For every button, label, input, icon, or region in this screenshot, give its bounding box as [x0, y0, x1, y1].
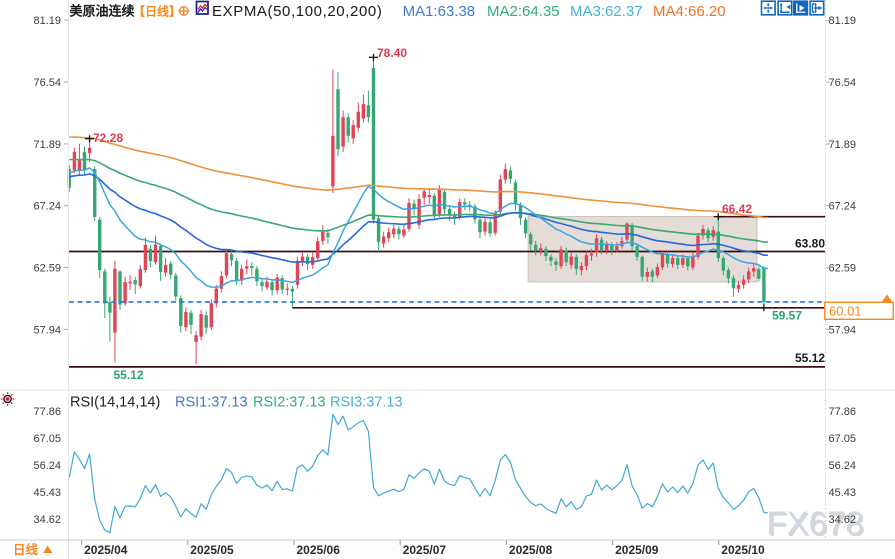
svg-text:71.89: 71.89	[33, 139, 61, 151]
svg-text:2025/04: 2025/04	[84, 543, 128, 557]
svg-text:63.80: 63.80	[795, 237, 825, 251]
svg-text:81.19: 81.19	[33, 15, 61, 27]
svg-text:34.62: 34.62	[33, 514, 61, 526]
svg-text:81.19: 81.19	[829, 15, 857, 27]
svg-text:66.42: 66.42	[722, 202, 752, 216]
svg-text:67.05: 67.05	[33, 433, 61, 445]
svg-text:MA2:64.35: MA2:64.35	[487, 3, 560, 20]
svg-text:EXPMA(50,100,20,200): EXPMA(50,100,20,200)	[212, 3, 382, 20]
svg-text:67.24: 67.24	[33, 201, 61, 213]
svg-text:71.89: 71.89	[829, 139, 857, 151]
svg-text:57.94: 57.94	[829, 324, 857, 336]
svg-text:55.12: 55.12	[114, 368, 144, 382]
svg-text:60.01: 60.01	[829, 304, 862, 319]
svg-text:2025/09: 2025/09	[615, 543, 659, 557]
svg-text:2025/08: 2025/08	[509, 543, 553, 557]
svg-text:2025/07: 2025/07	[403, 543, 447, 557]
svg-text:77.86: 77.86	[33, 406, 61, 418]
svg-text:77.86: 77.86	[829, 406, 857, 418]
svg-text:76.54: 76.54	[33, 77, 61, 89]
svg-text:78.40: 78.40	[377, 46, 407, 60]
svg-text:2025/06: 2025/06	[297, 543, 341, 557]
svg-text:MA1:63.38: MA1:63.38	[403, 3, 476, 20]
svg-text:2025/10: 2025/10	[721, 543, 765, 557]
svg-text:56.24: 56.24	[33, 460, 61, 472]
svg-text:45.43: 45.43	[33, 487, 61, 499]
svg-text:MA4:66.20: MA4:66.20	[653, 3, 726, 20]
svg-text:62.59: 62.59	[829, 263, 857, 275]
svg-text:56.24: 56.24	[829, 460, 857, 472]
svg-text:67.05: 67.05	[829, 433, 857, 445]
svg-text:RSI3:37.13: RSI3:37.13	[330, 395, 403, 411]
svg-text:FX678: FX678	[767, 505, 864, 542]
svg-text:【日线】: 【日线】	[133, 4, 181, 19]
svg-text:59.57: 59.57	[772, 309, 802, 323]
svg-text:55.12: 55.12	[795, 351, 825, 365]
svg-text:日线: 日线	[13, 542, 39, 557]
svg-text:72.28: 72.28	[93, 131, 123, 145]
svg-text:57.94: 57.94	[33, 324, 61, 336]
svg-text:MA3:62.37: MA3:62.37	[570, 3, 643, 20]
svg-text:67.24: 67.24	[829, 201, 857, 213]
svg-text:45.43: 45.43	[829, 487, 857, 499]
svg-text:34.62: 34.62	[829, 514, 857, 526]
svg-text:2025/05: 2025/05	[190, 543, 234, 557]
svg-text:FX678: FX678	[768, 506, 865, 543]
svg-text:62.59: 62.59	[33, 263, 61, 275]
svg-text:美原油连续: 美原油连续	[70, 4, 135, 19]
svg-text:RSI(14,14,14): RSI(14,14,14)	[70, 395, 160, 411]
svg-text:RSI1:37.13: RSI1:37.13	[175, 395, 248, 411]
svg-text:76.54: 76.54	[829, 77, 857, 89]
svg-text:RSI2:37.13: RSI2:37.13	[253, 395, 326, 411]
